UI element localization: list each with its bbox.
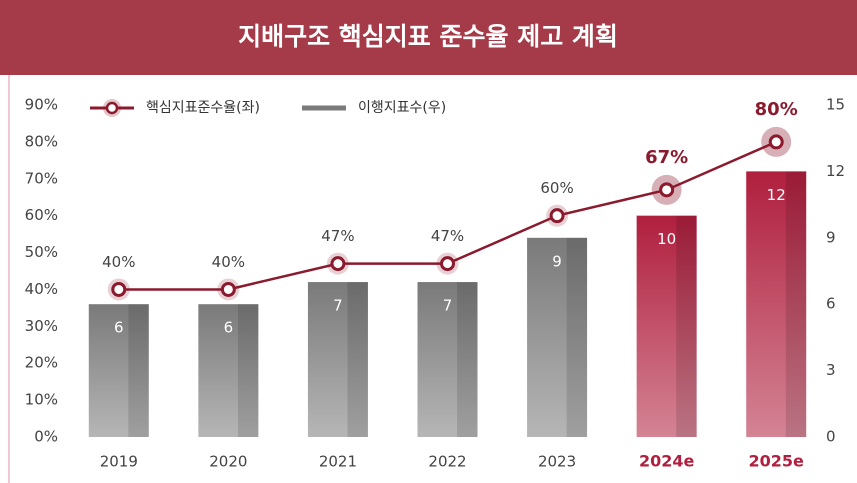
line-value-label: 40%: [212, 253, 245, 271]
bar-shade: [347, 282, 368, 437]
bar-value-label: 7: [333, 297, 343, 315]
marker: [549, 208, 565, 224]
bar-value-label: 6: [114, 319, 124, 337]
bar-shade: [128, 304, 149, 437]
bar: [527, 237, 588, 437]
y2-tick-label: 9: [826, 228, 836, 246]
bar-value-label: 6: [224, 319, 234, 337]
marker: [659, 182, 675, 198]
y2-tick-label: 12: [826, 162, 845, 180]
x-tick-label: 2023: [538, 453, 576, 471]
header-band: [0, 0, 857, 75]
bar: [636, 215, 697, 437]
y-tick-label: 20%: [25, 354, 58, 372]
marker: [330, 256, 346, 272]
marker: [768, 134, 784, 150]
bar: [307, 282, 368, 437]
x-tick-label: 2020: [209, 453, 247, 471]
line-value-label: 47%: [321, 227, 354, 245]
y2-tick-label: 0: [826, 428, 836, 446]
bar-shade: [566, 237, 588, 437]
x-tick-label: 2024e: [639, 452, 695, 471]
bar-shade: [237, 304, 259, 437]
y-tick-label: 40%: [25, 280, 58, 298]
x-tick-label: 2025e: [749, 452, 805, 471]
bar-shade: [457, 282, 478, 437]
x-tick-label: 2019: [100, 453, 138, 471]
y-tick-label: 60%: [25, 206, 58, 224]
bar-value-label: 9: [552, 252, 562, 270]
line-value-label: 47%: [431, 227, 464, 245]
marker: [220, 281, 236, 297]
marker: [440, 256, 455, 272]
y-tick-label: 90%: [25, 96, 58, 114]
y-tick-label: 50%: [25, 243, 58, 261]
y-tick-label: 70%: [25, 169, 58, 187]
bar: [198, 304, 259, 437]
y-tick-label: 0%: [34, 428, 58, 446]
x-tick-label: 2022: [428, 453, 466, 471]
y-tick-label: 30%: [25, 317, 58, 335]
legend-marker: [105, 101, 119, 115]
x-tick-label: 2021: [319, 453, 357, 471]
chart-title: 지배구조 핵심지표 준수율 제고 계획: [238, 22, 618, 51]
marker: [111, 281, 127, 297]
bar: [746, 171, 807, 437]
line-value-label: 80%: [755, 99, 798, 120]
legend-label: 이행지표수(우): [358, 100, 446, 116]
y2-tick-label: 3: [826, 361, 836, 379]
line-value-label: 60%: [540, 179, 573, 197]
bar-value-label: 12: [767, 186, 786, 204]
bar-shade: [676, 215, 697, 437]
legend-label: 핵심지표준수율(좌): [146, 100, 260, 116]
bar-shade: [785, 171, 807, 437]
y2-tick-label: 6: [826, 295, 836, 313]
bar: [417, 282, 478, 437]
line-value-label: 67%: [645, 147, 688, 168]
bar-value-label: 7: [443, 297, 453, 315]
y-tick-label: 10%: [25, 391, 58, 409]
bar-value-label: 10: [657, 230, 676, 248]
line-value-label: 40%: [102, 253, 135, 271]
y-tick-label: 80%: [25, 132, 58, 150]
bar: [88, 304, 149, 437]
y2-tick-label: 15: [826, 96, 845, 114]
